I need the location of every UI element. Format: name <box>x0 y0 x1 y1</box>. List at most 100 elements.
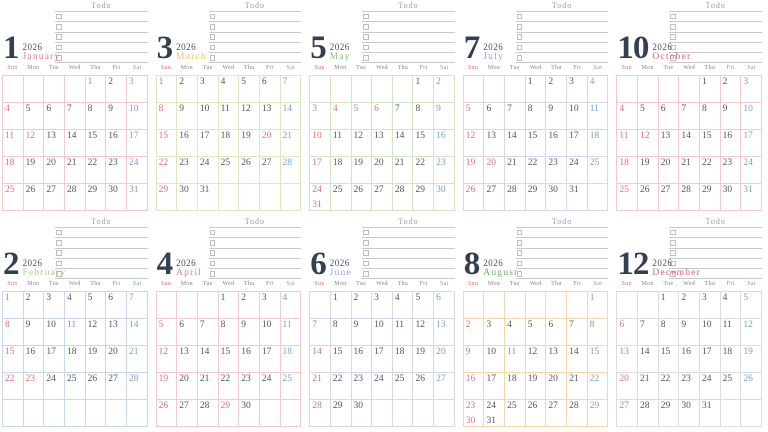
date-cell: 18 <box>3 157 24 184</box>
date-number: 15 <box>158 131 169 141</box>
month-header: 6 2026 June <box>310 244 352 280</box>
todo-line <box>55 259 148 270</box>
date-cell: 24 <box>197 157 219 184</box>
todo-line <box>208 259 302 270</box>
date-cell: 4 <box>392 292 414 319</box>
date-number: 22 <box>220 374 231 384</box>
todo-checkbox-icon <box>670 34 676 40</box>
date-number: 17 <box>743 131 753 141</box>
date-cell: 13 <box>484 130 506 157</box>
weekday-header: Sun Mon Tue Wed Thu Fri Sat <box>309 65 455 71</box>
date-cell <box>3 400 24 427</box>
date-cell: 18 <box>720 346 742 373</box>
date-cell: 10 <box>567 103 588 130</box>
date-cell <box>372 400 393 427</box>
weekday-label: Thu <box>551 281 562 287</box>
date-cell: 25 <box>587 157 609 184</box>
date-cell <box>638 292 659 319</box>
todo-line <box>55 12 148 23</box>
date-cell: 16 <box>720 130 742 157</box>
date-cell: 23 <box>23 373 45 400</box>
date-cell: 18 <box>218 130 240 157</box>
date-number: 12 <box>87 320 98 330</box>
date-number: 6 <box>436 293 441 303</box>
date-number: 25 <box>589 158 600 168</box>
date-cell: 7 <box>392 103 414 130</box>
date-cell <box>567 292 588 319</box>
date-number: 28 <box>282 158 293 168</box>
date-cell: 23 30 <box>463 400 485 427</box>
date-cell: 27 <box>658 184 680 211</box>
date-number: 23 <box>25 374 36 384</box>
date-number: 16 <box>353 347 364 357</box>
todo-line <box>669 53 762 64</box>
todo-line <box>208 238 302 249</box>
date-cell: 1 <box>587 292 609 319</box>
month-block: Todo 10 2026 October Sun Mon Tue Wed Thu Fri S… <box>614 0 768 216</box>
date-number: 19 <box>353 158 364 168</box>
date-number: 25 <box>722 374 733 384</box>
date-cell <box>434 400 455 427</box>
date-cell: 12 <box>741 319 762 346</box>
date-cell <box>44 400 65 427</box>
date-number: 31 <box>702 401 712 411</box>
date-cell: 24 <box>567 157 588 184</box>
date-number: 19 <box>743 347 753 357</box>
todo-lines <box>515 12 609 64</box>
todo-line <box>515 43 609 54</box>
date-number: 23 <box>436 158 446 168</box>
date-cell: 28 <box>197 400 219 427</box>
date-number: 21 <box>312 374 322 384</box>
date-cell: 12 <box>156 346 178 373</box>
date-cell: 11 <box>617 130 639 157</box>
weekday-label: Tue <box>663 281 674 287</box>
date-cell: 21 <box>280 130 302 157</box>
date-number: 4 <box>507 320 512 330</box>
date-number: 22 <box>660 374 671 384</box>
date-number: 23 <box>179 158 189 168</box>
date-cell: 26 <box>525 400 547 427</box>
date-number: 24 <box>312 185 322 195</box>
weekday-label: Wed <box>68 281 81 287</box>
date-number: 2 <box>722 77 728 87</box>
date-cell: 16 <box>463 373 485 400</box>
date-cell: 26 <box>351 184 373 211</box>
date-cell: 7 <box>679 103 700 130</box>
date-cell: 18 <box>280 346 302 373</box>
month-number: 10 <box>617 29 649 66</box>
date-cell: 1 <box>3 292 24 319</box>
date-cell: 15 <box>525 130 547 157</box>
date-number: 21 <box>569 374 579 384</box>
date-cell: 29 <box>156 184 178 211</box>
date-cell: 22 <box>156 157 178 184</box>
weekday-label: Sun <box>468 65 479 71</box>
date-cell: 4 <box>720 292 742 319</box>
weekday-label: Thu <box>397 65 409 71</box>
month-header: 8 2026 August <box>464 244 518 280</box>
date-number: 3 <box>261 293 267 303</box>
date-number: 26 <box>353 185 364 195</box>
date-cell: 15 <box>413 130 435 157</box>
date-number: 6 <box>619 320 625 330</box>
date-number: 7 <box>681 104 687 114</box>
date-cell: 2 <box>546 76 568 103</box>
year-label: 2026 <box>22 258 43 269</box>
weekday-label: Sat <box>132 281 142 287</box>
date-cell: 9 <box>546 103 568 130</box>
weekday-label: Sun <box>7 281 18 287</box>
date-number: 25 <box>619 185 629 195</box>
todo-checkbox-icon <box>670 13 676 20</box>
todo-checkbox-icon <box>363 34 369 40</box>
todo-lines <box>362 228 455 280</box>
todo-checkbox-icon <box>56 55 62 61</box>
date-number: 16 <box>465 374 476 384</box>
date-cell: 9 <box>463 346 485 373</box>
date-number-overflow: 31 <box>486 416 496 427</box>
date-number: 22 <box>589 374 600 384</box>
weekday-label: Sat <box>747 65 756 71</box>
date-grid: 1 2 3 4 5 6 7 8 9 10 11 12 13 14 15 16 17 18 19 20 21 22 23 24 2… <box>616 291 762 427</box>
weekday-label: Wed <box>222 281 235 287</box>
date-cell: 14 <box>679 130 700 157</box>
date-cell: 26 <box>239 157 260 184</box>
todo-box: Todo <box>669 217 762 280</box>
